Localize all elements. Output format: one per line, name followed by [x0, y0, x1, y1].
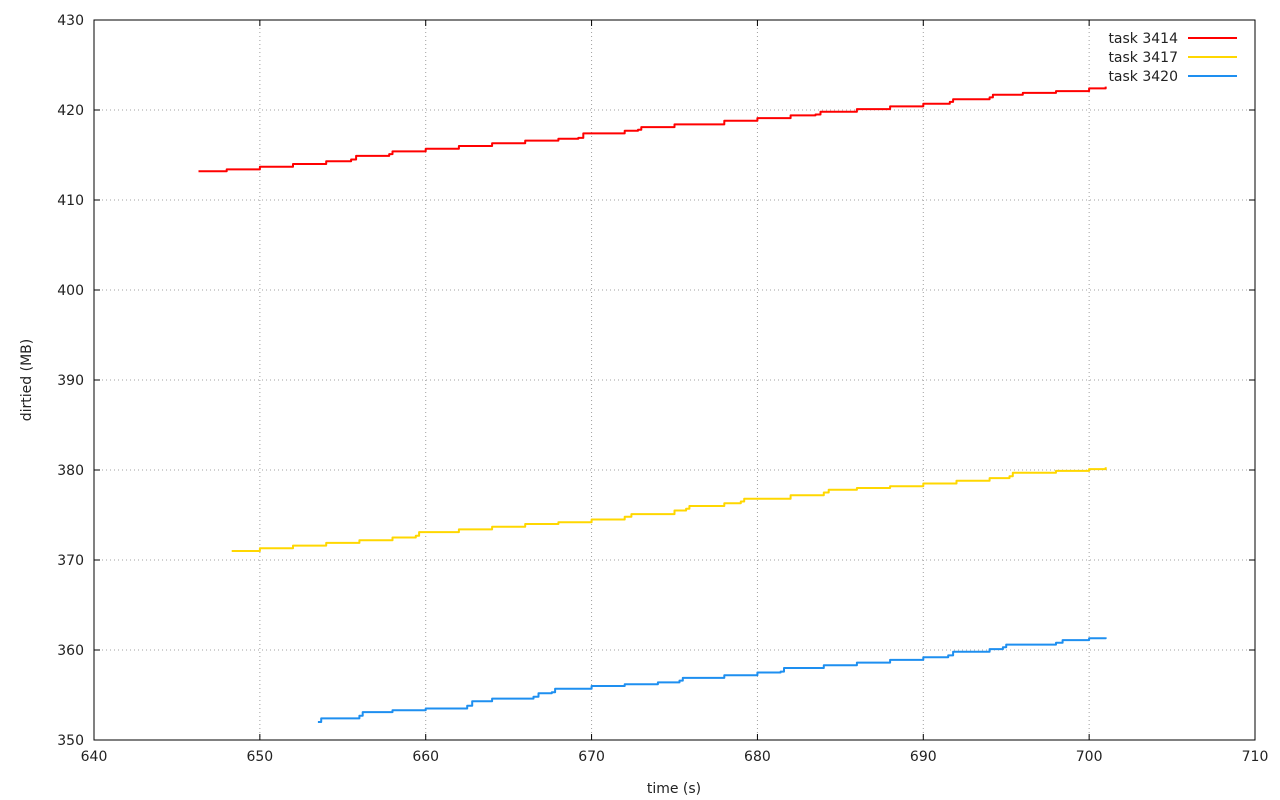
x-tick-label: 690	[910, 749, 937, 765]
series-line-2	[231, 467, 1107, 552]
x-tick-label: 640	[81, 749, 108, 765]
x-tick-label: 700	[1076, 749, 1103, 765]
x-axis-title: time (s)	[647, 781, 701, 797]
x-tick-label: 650	[246, 749, 273, 765]
y-tick-label: 360	[57, 643, 84, 659]
y-tick-label: 430	[57, 13, 84, 29]
series-line-3	[317, 637, 1107, 723]
ticks: 640 650 660 670 680 690 700 710 350 360 370 380 390 4…	[57, 13, 1268, 765]
y-tick-label: 420	[57, 103, 84, 119]
series-group	[198, 86, 1107, 723]
grid	[94, 20, 1255, 740]
legend-label: task 3414	[1108, 31, 1178, 47]
y-axis-title: dirtied (MB)	[19, 339, 35, 421]
x-tick-label: 680	[744, 749, 771, 765]
y-tick-label: 410	[57, 193, 84, 209]
y-tick-label: 370	[57, 553, 84, 569]
y-tick-label: 400	[57, 283, 84, 299]
legend: task 3414 task 3417 task 3420	[1108, 31, 1237, 85]
legend-label: task 3417	[1108, 50, 1178, 66]
x-tick-label: 660	[412, 749, 439, 765]
series-line-1	[198, 86, 1107, 173]
legend-label: task 3420	[1108, 69, 1178, 85]
y-tick-label: 390	[57, 373, 84, 389]
y-tick-label: 350	[57, 733, 84, 749]
x-tick-label: 710	[1242, 749, 1269, 765]
y-tick-label: 380	[57, 463, 84, 479]
x-tick-label: 670	[578, 749, 605, 765]
